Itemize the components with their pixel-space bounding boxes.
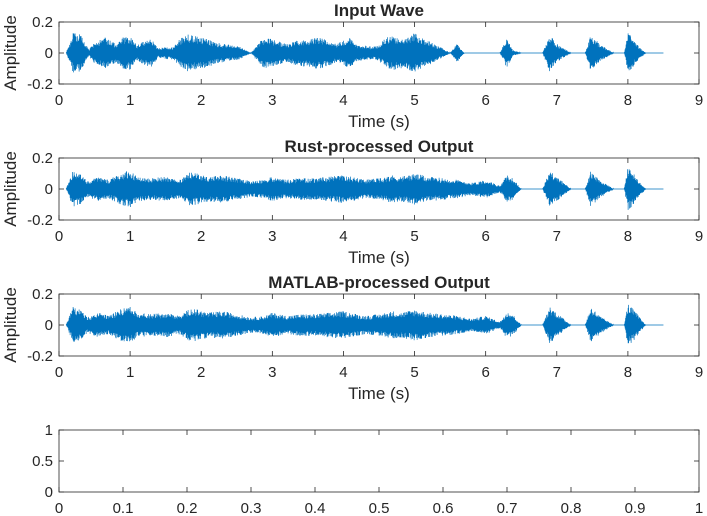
x-axis-label: Time (s) — [348, 248, 410, 267]
x-tick-label: 4 — [339, 92, 347, 109]
x-tick-label: 0.1 — [113, 500, 134, 516]
x-tick-label: 8 — [624, 92, 632, 109]
y-tick-label: 0.2 — [32, 150, 53, 167]
y-tick-label: 0.5 — [32, 453, 53, 470]
y-tick-label: 0 — [45, 317, 53, 334]
y-tick-label: 0 — [45, 484, 53, 501]
x-tick-label: 3 — [268, 228, 276, 245]
x-tick-label: 0.7 — [497, 500, 518, 516]
x-tick-label: 2 — [197, 92, 205, 109]
x-tick-label: 6 — [481, 228, 489, 245]
x-tick-label: 6 — [481, 364, 489, 381]
x-tick-label: 9 — [695, 228, 703, 245]
x-tick-label: 0.9 — [625, 500, 646, 516]
y-tick-label: 0.2 — [32, 286, 53, 303]
x-tick-label: 9 — [695, 92, 703, 109]
x-tick-label: 0 — [55, 228, 63, 245]
y-axis-label: Amplitude — [1, 15, 20, 91]
x-tick-label: 2 — [197, 228, 205, 245]
y-tick-label: -0.2 — [27, 212, 53, 229]
subplot-4: 0 0.1 0.2 0.3 0.4 0.5 0.6 0.7 0.8 0.9 1 0 0.5 1 — [32, 422, 703, 516]
y-tick-label: 0.2 — [32, 14, 53, 31]
x-tick-label: 1 — [126, 228, 134, 245]
x-tick-label: 3 — [268, 364, 276, 381]
x-tick-label: 0.4 — [305, 500, 326, 516]
x-tick-label: 8 — [624, 228, 632, 245]
x-tick-label: 0 — [55, 500, 63, 516]
waveform-series — [65, 33, 664, 73]
x-tick-label: 3 — [268, 92, 276, 109]
x-tick-label: 0 — [55, 92, 63, 109]
x-tick-label: 0.3 — [241, 500, 262, 516]
x-tick-label: 5 — [410, 364, 418, 381]
x-tick-label: 4 — [339, 364, 347, 381]
waveform-series — [65, 169, 664, 210]
x-tick-label: 6 — [481, 92, 489, 109]
y-tick-label: -0.2 — [27, 76, 53, 93]
x-tick-label: 7 — [553, 364, 561, 381]
y-tick-label: 0 — [45, 45, 53, 62]
chart-title: MATLAB-processed Output — [268, 273, 490, 292]
y-tick-label: 0 — [45, 181, 53, 198]
waveform-series — [65, 304, 664, 344]
x-axis-label: Time (s) — [348, 384, 410, 403]
x-axis-label: Time (s) — [348, 112, 410, 131]
chart-title: Rust-processed Output — [285, 137, 474, 156]
x-tick-label: 0.5 — [369, 500, 390, 516]
x-tick-label: 0.8 — [561, 500, 582, 516]
x-tick-label: 1 — [126, 364, 134, 381]
x-tick-label: 2 — [197, 364, 205, 381]
y-tick-label: 1 — [45, 422, 53, 439]
x-tick-label: 1 — [126, 92, 134, 109]
x-tick-label: 7 — [553, 92, 561, 109]
axes-frame — [58, 429, 700, 493]
y-axis-label: Amplitude — [1, 151, 20, 227]
x-tick-label: 1 — [695, 500, 703, 516]
x-tick-label: 8 — [624, 364, 632, 381]
y-tick-label: -0.2 — [27, 348, 53, 365]
x-tick-label: 7 — [553, 228, 561, 245]
x-tick-label: 9 — [695, 364, 703, 381]
x-tick-label: 4 — [339, 228, 347, 245]
x-tick-label: 5 — [410, 228, 418, 245]
y-axis-label: Amplitude — [1, 287, 20, 363]
x-tick-label: 0.2 — [177, 500, 198, 516]
x-tick-label: 0.6 — [433, 500, 454, 516]
x-tick-label: 0 — [55, 364, 63, 381]
x-tick-label: 5 — [410, 92, 418, 109]
chart-title: Input Wave — [334, 1, 424, 20]
